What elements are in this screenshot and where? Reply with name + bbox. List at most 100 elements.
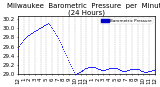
Point (79, 70, 82, 72)
Point (63, 51, 66, 52)
Point (37, 28, 40, 29)
Point (125, 70, 128, 71)
Point (34, 30, 36, 31)
Point (105, 69, 108, 70)
Point (33, 31, 35, 32)
Point (36, 28, 39, 30)
Point (46, 23, 49, 24)
Point (92, 66, 94, 68)
Point (136, 68, 139, 70)
Point (137, 69, 140, 70)
Point (110, 67, 112, 68)
Point (112, 67, 115, 68)
Point (95, 67, 97, 69)
Point (29, 33, 32, 35)
Point (48, 23, 50, 25)
Point (132, 68, 135, 69)
Point (96, 68, 99, 69)
Point (36, 29, 38, 30)
Point (93, 66, 95, 68)
Point (22, 39, 25, 40)
Point (150, 70, 152, 71)
Point (90, 66, 92, 67)
Point (69, 63, 71, 64)
Point (39, 27, 42, 28)
Point (101, 69, 104, 71)
Point (58, 41, 61, 42)
Point (144, 71, 147, 72)
Point (60, 45, 63, 46)
Point (130, 68, 132, 70)
Point (91, 66, 93, 68)
Point (142, 71, 145, 72)
Point (56, 36, 58, 37)
Point (38, 27, 41, 29)
Point (147, 71, 149, 72)
Point (61, 47, 64, 48)
Point (42, 25, 45, 26)
Point (111, 67, 113, 68)
Point (40, 26, 43, 27)
Point (35, 29, 37, 31)
Point (25, 36, 28, 38)
Point (18, 43, 21, 45)
Point (106, 68, 108, 70)
Point (70, 65, 72, 66)
Point (114, 67, 117, 69)
Point (139, 70, 142, 71)
Point (54, 32, 56, 34)
Point (148, 70, 150, 72)
Point (28, 34, 31, 35)
Point (23, 38, 26, 39)
Point (55, 34, 57, 35)
Point (71, 67, 73, 69)
Point (134, 68, 137, 69)
Point (59, 43, 62, 44)
Point (50, 26, 52, 27)
Point (85, 67, 88, 69)
Point (56, 37, 59, 39)
Point (143, 71, 146, 72)
Point (97, 68, 100, 70)
Point (78, 71, 81, 72)
Point (16, 48, 19, 50)
Point (152, 69, 154, 71)
Point (20, 41, 23, 42)
Point (104, 69, 107, 70)
Point (98, 69, 101, 70)
Point (108, 68, 110, 69)
Point (119, 69, 122, 71)
Point (41, 26, 44, 27)
Point (96, 68, 98, 69)
Point (49, 25, 51, 26)
Point (135, 68, 138, 70)
Point (26, 35, 29, 37)
Point (151, 70, 153, 71)
Point (140, 70, 143, 71)
Point (122, 70, 125, 72)
Point (51, 27, 53, 29)
Point (53, 31, 55, 32)
Point (88, 66, 90, 68)
Point (149, 70, 151, 72)
Point (19, 42, 22, 43)
Point (30, 33, 32, 34)
Point (127, 69, 129, 71)
Point (21, 40, 24, 41)
Point (80, 70, 83, 71)
Point (129, 69, 131, 70)
Point (128, 69, 130, 70)
Point (121, 70, 124, 71)
Point (152, 69, 155, 70)
Point (102, 69, 105, 71)
Point (45, 24, 48, 25)
Point (126, 70, 128, 71)
Point (132, 68, 134, 69)
Point (72, 69, 74, 71)
Point (27, 35, 30, 36)
Point (86, 67, 88, 68)
Point (109, 67, 111, 69)
Point (118, 69, 121, 70)
Point (107, 68, 109, 69)
Point (94, 67, 96, 68)
